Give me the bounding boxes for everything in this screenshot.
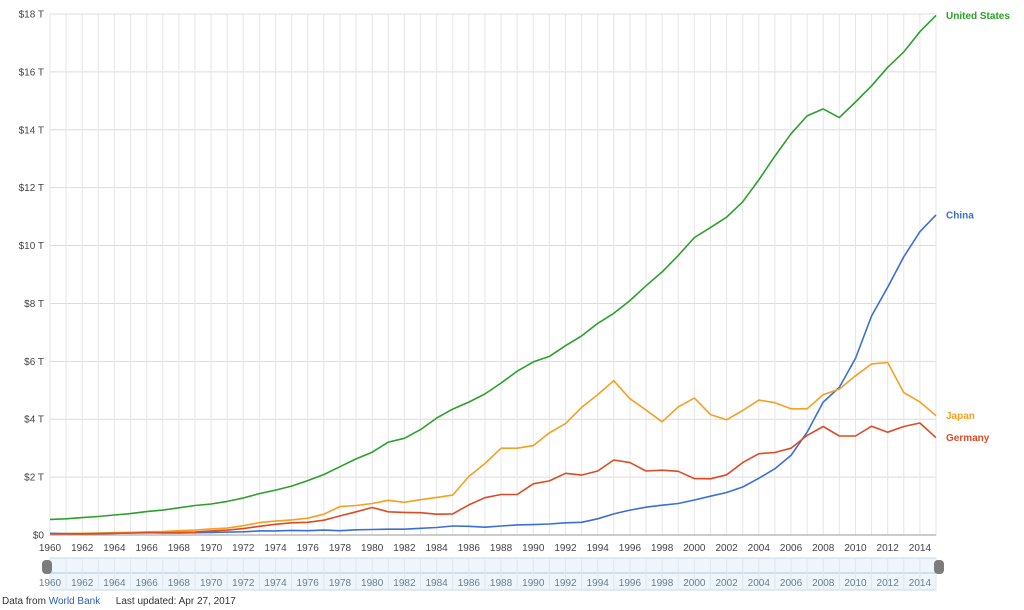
chart-axes: $0 $2 T $4 T $6 T $8 T $10 T $12 T $14 T $16 T $1… — [19, 10, 936, 554]
x-tick-label: 1968 — [168, 543, 191, 554]
range-tick-label: 1982 — [393, 578, 416, 589]
series-label: United States — [946, 11, 1010, 22]
x-tick-label: 1960 — [39, 543, 62, 554]
range-tick-label: 1978 — [329, 578, 352, 589]
range-tick-label: 2004 — [748, 578, 771, 589]
x-tick-label: 1996 — [619, 543, 642, 554]
range-tick-label: 1990 — [522, 578, 545, 589]
x-tick-label: 2012 — [877, 543, 900, 554]
x-tick-label: 2002 — [715, 543, 738, 554]
range-tick-label: 1968 — [168, 578, 191, 589]
chart-grid — [49, 13, 937, 536]
x-tick-label: 1984 — [425, 543, 448, 554]
y-tick-label: $12 T — [19, 183, 44, 194]
series-label: China — [946, 210, 974, 221]
series-label: Germany — [946, 433, 990, 444]
x-tick-label: 2014 — [909, 543, 932, 554]
range-tick-label: 1960 — [39, 578, 62, 589]
line-chart: $0 $2 T $4 T $6 T $8 T $10 T $12 T $14 T $16 T $1… — [19, 10, 1010, 591]
x-tick-label: 1990 — [522, 543, 545, 554]
range-tick-label: 1976 — [297, 578, 320, 589]
x-tick-label: 1998 — [651, 543, 674, 554]
x-tick-label: 2010 — [844, 543, 867, 554]
range-tick-label: 2000 — [683, 578, 706, 589]
x-tick-label: 1992 — [554, 543, 577, 554]
range-tick-label: 2014 — [909, 578, 932, 589]
y-tick-label: $2 T — [24, 473, 44, 484]
x-tick-label: 1980 — [361, 543, 384, 554]
range-tick-label: 1986 — [458, 578, 481, 589]
range-tick-label: 1972 — [232, 578, 255, 589]
y-tick-label: $18 T — [19, 10, 44, 21]
x-tick-label: 1986 — [458, 543, 481, 554]
x-tick-label: 1970 — [200, 543, 223, 554]
range-handle-right[interactable] — [934, 560, 944, 574]
series-line[interactable] — [49, 361, 937, 535]
y-tick-label: $10 T — [19, 241, 44, 252]
x-tick-label: 2000 — [683, 543, 706, 554]
y-tick-label: $14 T — [19, 125, 44, 136]
range-tick-label: 2008 — [812, 578, 835, 589]
range-handle-left[interactable] — [42, 560, 52, 574]
x-tick-label: 1978 — [329, 543, 352, 554]
range-tick-label: 1964 — [103, 578, 126, 589]
range-tick-label: 1992 — [554, 578, 577, 589]
x-tick-label: 1982 — [393, 543, 416, 554]
x-tick-label: 2004 — [748, 543, 771, 554]
x-tick-label: 1966 — [136, 543, 159, 554]
series-label: Japan — [946, 411, 975, 422]
y-tick-label: $0 — [33, 531, 45, 542]
range-tick-label: 2012 — [877, 578, 900, 589]
x-tick-label: 1976 — [297, 543, 320, 554]
range-tick-label: 1996 — [619, 578, 642, 589]
range-tick-label: 1970 — [200, 578, 223, 589]
y-tick-label: $8 T — [24, 299, 44, 310]
chart-series-labels: United States China Japan Germany — [946, 11, 1010, 444]
range-tick-label: 1984 — [425, 578, 448, 589]
x-tick-label: 1972 — [232, 543, 255, 554]
x-tick-label: 1988 — [490, 543, 513, 554]
range-tick-label: 1980 — [361, 578, 384, 589]
range-tick-label: 1966 — [136, 578, 159, 589]
series-line[interactable] — [50, 422, 937, 535]
chart-footer: Data from World Bank Last updated: Apr 2… — [2, 596, 236, 607]
source-prefix: Data from — [2, 596, 46, 607]
y-tick-label: $16 T — [19, 67, 44, 78]
time-range-selector[interactable]: 1960 1962 1964 1966 1968 1970 1972 1974 1976 1978… — [39, 557, 944, 591]
range-tick-label: 1974 — [264, 578, 287, 589]
x-tick-label: 2008 — [812, 543, 835, 554]
last-updated-text: Last updated: Apr 27, 2017 — [115, 596, 236, 607]
range-track[interactable] — [49, 557, 937, 591]
range-tick-label: 2010 — [844, 578, 867, 589]
range-tick-label: 1998 — [651, 578, 674, 589]
range-tick-label: 1988 — [490, 578, 513, 589]
chart-series-lines[interactable] — [49, 14, 937, 535]
range-tick-label: 1962 — [71, 578, 94, 589]
x-tick-label: 1994 — [587, 543, 610, 554]
x-tick-label: 2006 — [780, 543, 803, 554]
x-tick-label: 1962 — [71, 543, 94, 554]
x-tick-label: 1964 — [103, 543, 126, 554]
series-line[interactable] — [49, 14, 937, 521]
range-tick-label: 1994 — [587, 578, 610, 589]
y-tick-label: $6 T — [24, 357, 44, 368]
y-tick-label: $4 T — [24, 415, 44, 426]
range-tick-label: 2006 — [780, 578, 803, 589]
x-tick-label: 1974 — [264, 543, 287, 554]
range-tick-label: 2002 — [715, 578, 738, 589]
world-bank-link[interactable]: World Bank — [48, 596, 101, 607]
